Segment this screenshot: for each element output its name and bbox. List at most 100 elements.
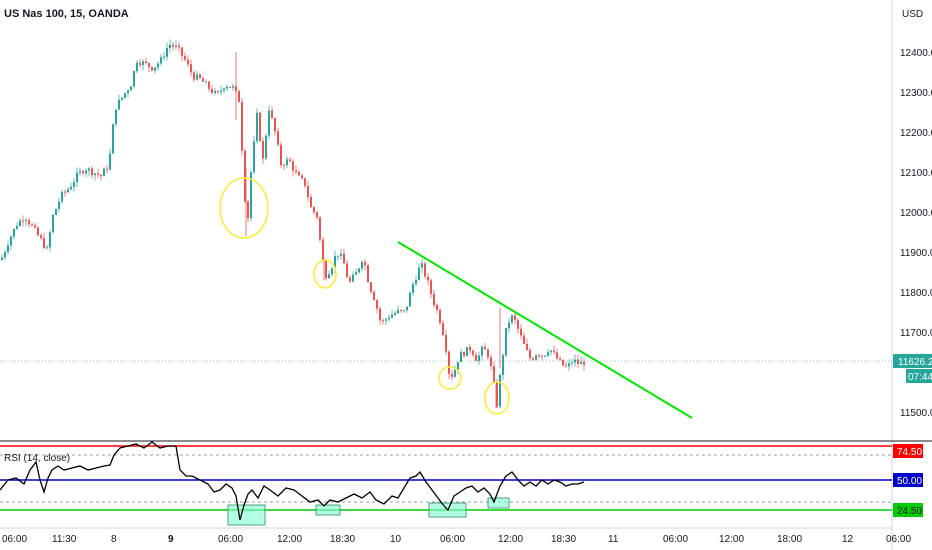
candle-down <box>145 61 147 63</box>
candle-up <box>130 86 132 91</box>
candle-up <box>505 328 507 356</box>
highlight-circle[interactable] <box>484 381 510 415</box>
rsi-highlight-box[interactable] <box>315 504 341 516</box>
candle-up <box>124 93 126 98</box>
candle-up <box>169 44 171 49</box>
price-tick: 11800.0 <box>900 288 932 299</box>
time-tick: 11 <box>608 534 619 545</box>
candle-down <box>274 117 276 132</box>
candle-down <box>523 335 525 344</box>
candle-up <box>268 110 270 136</box>
candle-down <box>259 112 261 141</box>
candle-up <box>61 191 63 202</box>
candle-up <box>70 186 72 190</box>
time-tick: 06:00 <box>886 534 911 545</box>
candle-down <box>139 62 141 66</box>
candle-down <box>490 357 492 367</box>
candle-down <box>577 359 579 365</box>
candle-down <box>583 361 585 365</box>
candle-up <box>127 90 129 94</box>
candle-up <box>406 306 408 311</box>
price-tick: 12200.0 <box>900 128 932 139</box>
candle-down <box>298 172 300 176</box>
candle-up <box>205 81 207 83</box>
candle-down <box>367 265 369 283</box>
candle-down <box>532 358 534 360</box>
candle-down <box>190 64 192 73</box>
candle-up <box>133 71 135 87</box>
candle-down <box>295 170 297 173</box>
highlight-circle[interactable] <box>438 366 462 390</box>
highlight-circle[interactable] <box>313 259 337 289</box>
candle-up <box>109 153 111 170</box>
candle-up <box>460 352 462 362</box>
candle-down <box>100 174 102 177</box>
candle-down <box>238 91 240 102</box>
candle-up <box>49 232 51 248</box>
candle-down <box>469 347 471 351</box>
candle-down <box>31 224 33 226</box>
price-tick: 12400.0 <box>900 48 932 59</box>
candle-up <box>568 363 570 367</box>
time-tick: 9 <box>168 534 174 545</box>
candle-up <box>52 214 54 233</box>
candle-up <box>328 274 330 279</box>
candle-down <box>304 178 306 186</box>
candle-down <box>22 220 24 222</box>
candle-down <box>280 144 282 166</box>
price-axis[interactable]: 12400.0 12300.0 12200.0 12100.0 12000.0 … <box>900 48 932 419</box>
current-price-tag <box>893 354 932 368</box>
time-tick: 8 <box>111 534 117 545</box>
time-tick: 12 <box>842 534 854 545</box>
highlight-circle[interactable] <box>219 177 269 239</box>
candle-up <box>415 279 417 285</box>
rsi-pane[interactable]: RSI (14, close) 74.50 50.00 24.50 <box>0 441 923 526</box>
candle-down <box>400 309 402 311</box>
candle-down <box>436 305 438 311</box>
candle-down <box>484 346 486 350</box>
candle-up <box>1 257 3 260</box>
candle-down <box>520 328 522 336</box>
candle-up <box>511 315 513 323</box>
candle-down <box>349 277 351 282</box>
candle-down <box>82 171 84 174</box>
candle-up <box>94 173 96 176</box>
time-axis[interactable]: 06:00 11:30 8 9 06:00 12:00 18:30 10 06:… <box>2 534 911 545</box>
rsi-oversold-boxes <box>227 497 510 526</box>
time-tick: 18:30 <box>551 534 576 545</box>
candle-down <box>247 201 249 219</box>
candle-down <box>346 263 348 278</box>
candle-up <box>454 370 456 377</box>
rsi-line <box>0 441 585 521</box>
candle-down <box>517 319 519 329</box>
rsi-highlight-box[interactable] <box>487 497 510 509</box>
candle-down <box>493 366 495 383</box>
candle-down <box>448 351 450 374</box>
time-tick: 12:00 <box>719 534 744 545</box>
candle-up <box>55 208 57 215</box>
candle-up <box>571 362 573 364</box>
candle-up <box>214 91 216 93</box>
candle-down <box>472 350 474 355</box>
trendline[interactable] <box>397 241 693 419</box>
rsi-highlight-box[interactable] <box>227 504 266 526</box>
candle-up <box>331 268 333 275</box>
rsi-mid-tag <box>893 473 923 487</box>
candle-down <box>526 343 528 350</box>
candle-down <box>202 78 204 82</box>
candle-down <box>151 67 153 71</box>
candle-down <box>379 308 381 321</box>
main-pane[interactable] <box>0 0 892 440</box>
candle-up <box>7 245 9 252</box>
candle-up <box>16 225 18 229</box>
candle-down <box>97 173 99 175</box>
candle-down <box>34 225 36 228</box>
candle-down <box>37 227 39 236</box>
chart-title: US Nas 100, 15, OANDA <box>4 8 129 20</box>
currency-label: USD <box>902 9 923 20</box>
candle-up <box>397 309 399 314</box>
candle-down <box>364 261 366 266</box>
candle-up <box>46 247 48 249</box>
rsi-upper-tag <box>893 444 923 458</box>
